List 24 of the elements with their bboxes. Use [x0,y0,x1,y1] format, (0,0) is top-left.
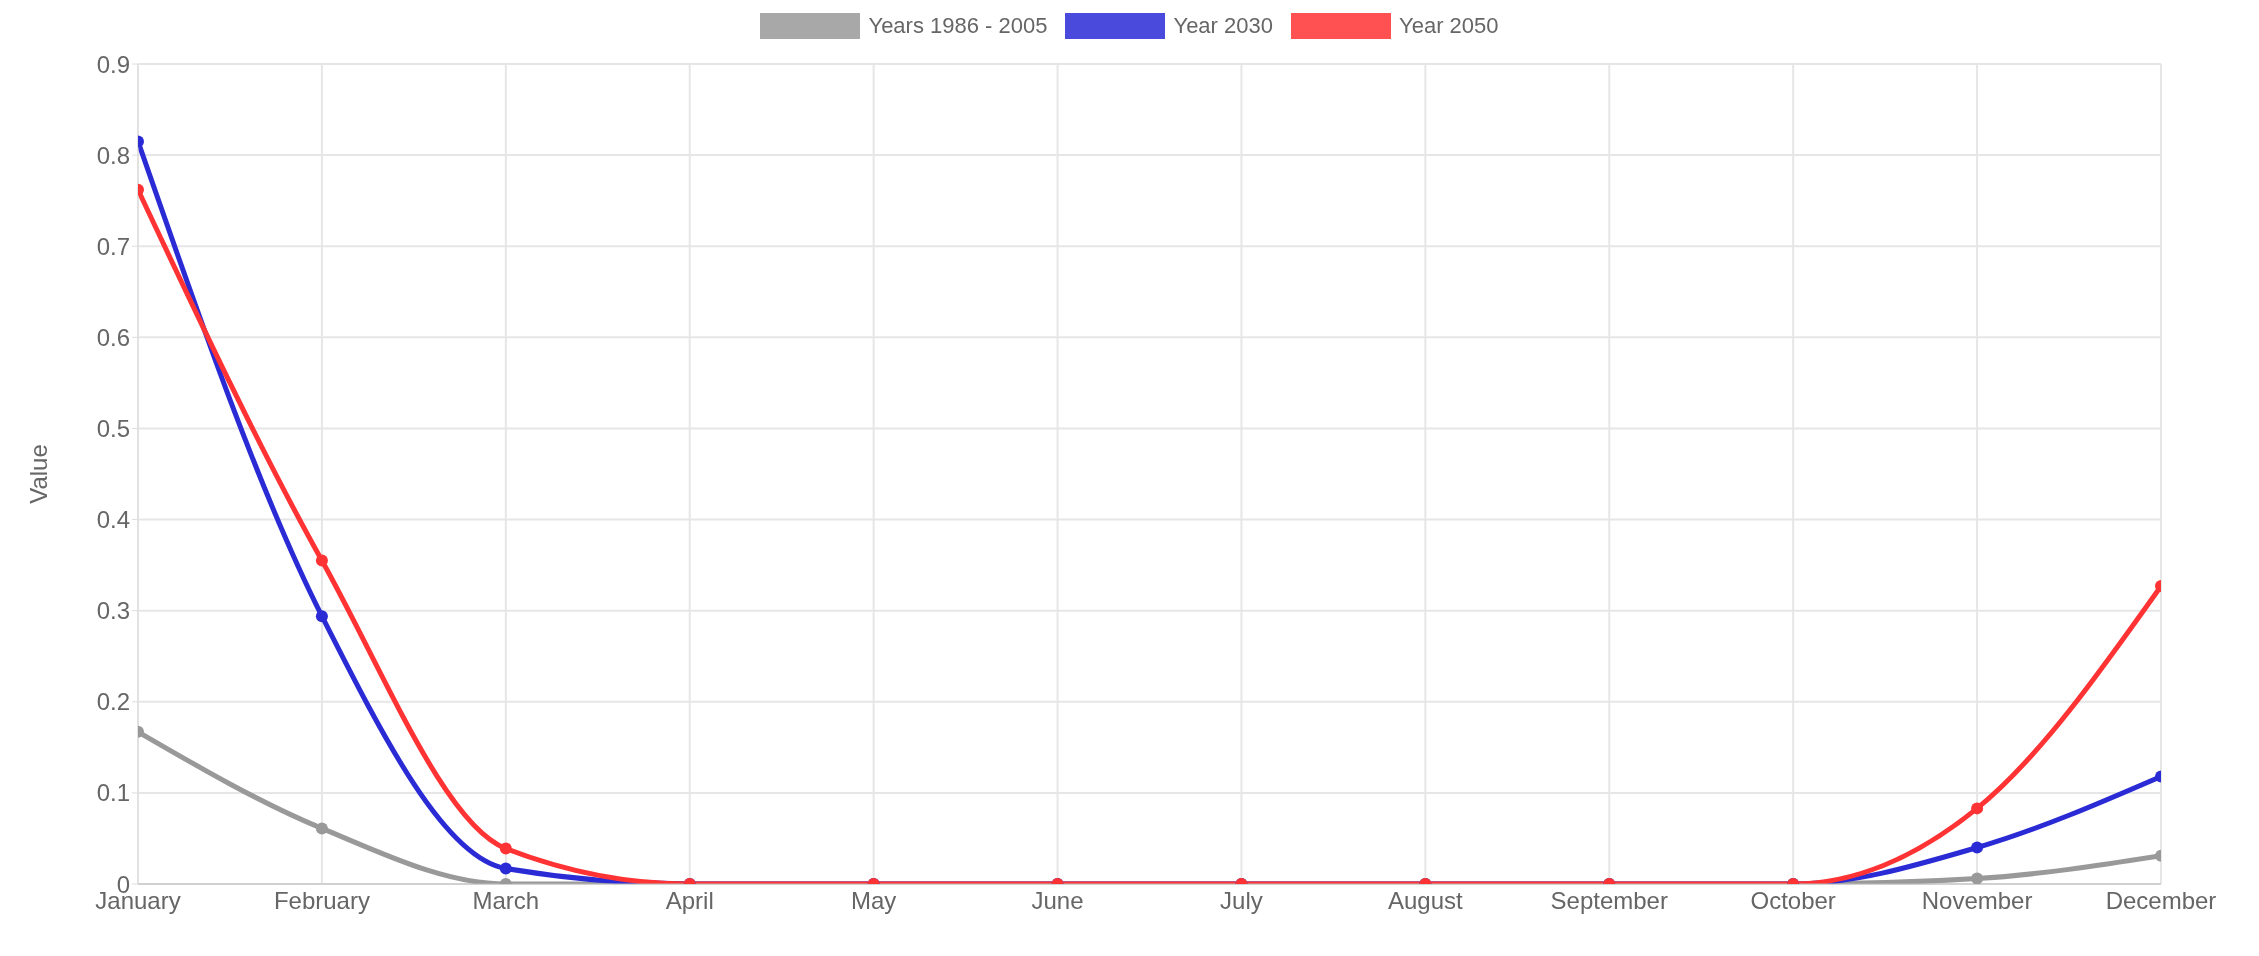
y-tick-label: 0.5 [96,414,130,442]
legend-label: Years 1986 - 2005 [868,13,1048,39]
y-tick-label: 0.3 [96,597,130,625]
x-tick-label: September [1550,887,1668,915]
x-tick-label: October [1750,887,1836,915]
x-tick-label: July [1220,887,1263,915]
y-tick-label: 0.2 [96,688,130,716]
y-axis-title: Value [24,444,52,504]
y-tick-label: 0.9 [96,50,130,78]
x-tick-label: February [273,887,370,915]
x-tick-label: April [665,887,714,915]
x-tick-label: December [2105,887,2217,915]
x-tick-label: November [1921,887,2033,915]
legend-label: Year 2030 [1173,13,1273,39]
x-tick-label: June [1031,887,1084,915]
y-tick-label: 0.6 [96,323,130,351]
x-tick-label: August [1388,887,1464,915]
y-tick-label: 0.1 [96,779,130,807]
y-tick-label: 0.4 [96,506,130,534]
y-tick-label: 0.8 [96,141,130,169]
legend-label: Year 2050 [1399,13,1499,39]
x-tick-label: March [472,887,540,915]
x-tick-label: May [850,887,897,915]
y-tick-label: 0.7 [96,232,130,260]
